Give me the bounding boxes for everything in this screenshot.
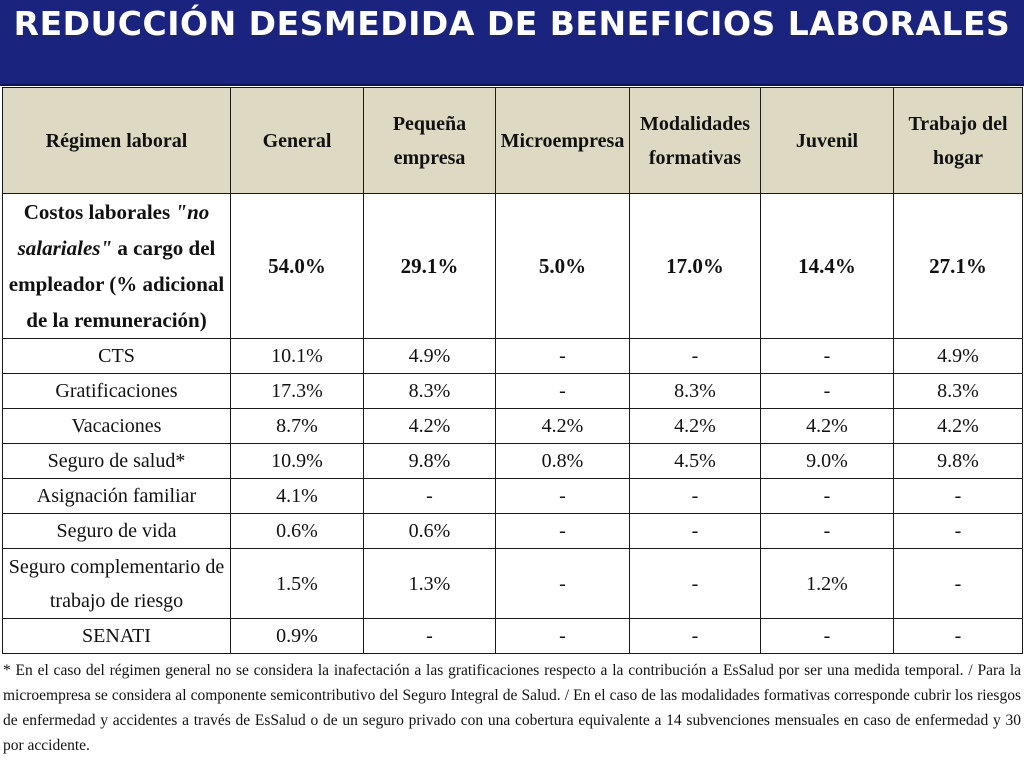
table-cell: 27.1%: [893, 193, 1023, 339]
table-cell: 4.2%: [495, 408, 630, 444]
table-cell: -: [629, 618, 761, 654]
table-cell: 9.0%: [760, 443, 894, 479]
table-cell: 1.3%: [363, 548, 496, 619]
row-label: Costos laborales "no salariales" a cargo…: [2, 193, 231, 339]
table-cell: -: [495, 513, 630, 549]
row-label: Seguro de vida: [2, 513, 231, 549]
table-row: Seguro de vida 0.6% 0.6% - - - -: [2, 513, 1023, 549]
summary-row: Costos laborales "no salariales" a cargo…: [2, 193, 1023, 339]
table-cell: 8.7%: [230, 408, 364, 444]
header-trabajo-hogar: Trabajo del hogar: [893, 87, 1023, 194]
table-cell: 4.9%: [893, 338, 1023, 374]
table-cell: -: [629, 338, 761, 374]
table-cell: 17.3%: [230, 373, 364, 409]
table-cell: -: [893, 513, 1023, 549]
table-cell: 54.0%: [230, 193, 364, 339]
table-cell: -: [495, 338, 630, 374]
header-modalidades: Modalidades formativas: [629, 87, 761, 194]
table-cell: -: [760, 513, 894, 549]
table-cell: 8.3%: [363, 373, 496, 409]
table-cell: 4.2%: [760, 408, 894, 444]
table-cell: -: [629, 548, 761, 619]
header-regimen: Régimen laboral: [2, 87, 231, 194]
table-row: Asignación familiar 4.1% - - - - -: [2, 478, 1023, 514]
title-bar: REDUCCIÓN DESMEDIDA DE BENEFICIOS LABORA…: [0, 0, 1024, 86]
table-cell: -: [363, 478, 496, 514]
table-cell: 8.3%: [629, 373, 761, 409]
table-cell: 4.2%: [363, 408, 496, 444]
table-cell: 8.3%: [893, 373, 1023, 409]
footnote: * En el caso del régimen general no se c…: [3, 662, 1021, 754]
row-label: SENATI: [2, 618, 231, 654]
table-cell: 1.2%: [760, 548, 894, 619]
header-juvenil: Juvenil: [760, 87, 894, 194]
table-cell: 4.9%: [363, 338, 496, 374]
table-row: SENATI 0.9% - - - - -: [2, 618, 1023, 654]
row-label: Gratificaciones: [2, 373, 231, 409]
table-cell: -: [495, 548, 630, 619]
benefits-table: Régimen laboral General Pequeña empresa …: [2, 87, 1023, 654]
table-cell: 4.2%: [893, 408, 1023, 444]
table-cell: 10.1%: [230, 338, 364, 374]
table-row: Seguro de salud* 10.9% 9.8% 0.8% 4.5% 9.…: [2, 443, 1023, 479]
table-row: Vacaciones 8.7% 4.2% 4.2% 4.2% 4.2% 4.2%: [2, 408, 1023, 444]
table-cell: -: [760, 373, 894, 409]
table-cell: 29.1%: [363, 193, 496, 339]
table-cell: -: [893, 618, 1023, 654]
table-cell: -: [893, 478, 1023, 514]
table-cell: -: [363, 618, 496, 654]
row-label: Vacaciones: [2, 408, 231, 444]
table-cell: 0.8%: [495, 443, 630, 479]
table-cell: -: [495, 618, 630, 654]
row-label: Asignación familiar: [2, 478, 231, 514]
table-cell: 1.5%: [230, 548, 364, 619]
row-label: Seguro de salud*: [2, 443, 231, 479]
table-cell: -: [495, 478, 630, 514]
slide-title: REDUCCIÓN DESMEDIDA DE BENEFICIOS LABORA…: [13, 4, 1011, 43]
table-cell: -: [760, 618, 894, 654]
table-row: Gratificaciones 17.3% 8.3% - 8.3% - 8.3%: [2, 373, 1023, 409]
table-cell: 9.8%: [893, 443, 1023, 479]
table-cell: -: [495, 373, 630, 409]
header-microempresa: Microempresa: [495, 87, 630, 194]
table-cell: 4.2%: [629, 408, 761, 444]
table-cell: -: [760, 338, 894, 374]
table-row: Seguro complementario de trabajo de ries…: [2, 548, 1023, 619]
table-cell: 0.9%: [230, 618, 364, 654]
row-label: Seguro complementario de trabajo de ries…: [2, 548, 231, 619]
table-cell: 5.0%: [495, 193, 630, 339]
table-cell: -: [760, 478, 894, 514]
table-cell: 9.8%: [363, 443, 496, 479]
table-cell: 4.5%: [629, 443, 761, 479]
row-label: CTS: [2, 338, 231, 374]
header-pequena-empresa: Pequeña empresa: [363, 87, 496, 194]
table-cell: -: [629, 478, 761, 514]
table-cell: 0.6%: [230, 513, 364, 549]
table-cell: -: [629, 513, 761, 549]
table-cell: 0.6%: [363, 513, 496, 549]
header-row: Régimen laboral General Pequeña empresa …: [2, 87, 1023, 194]
header-general: General: [230, 87, 364, 194]
table-cell: 14.4%: [760, 193, 894, 339]
table-cell: 10.9%: [230, 443, 364, 479]
table-cell: -: [893, 548, 1023, 619]
table-cell: 4.1%: [230, 478, 364, 514]
table-row: CTS 10.1% 4.9% - - - 4.9%: [2, 338, 1023, 374]
table-cell: 17.0%: [629, 193, 761, 339]
